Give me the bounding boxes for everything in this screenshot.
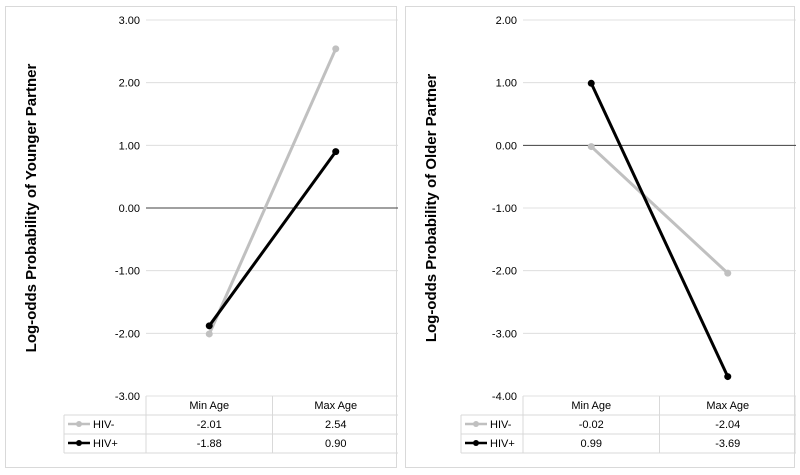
table-value-cell: 2.54: [325, 419, 346, 431]
data-point-hiv-positive: [724, 373, 732, 381]
series-line-hiv-positive: [589, 82, 730, 378]
y-tick-label: 3.00: [119, 15, 140, 27]
data-point-hiv-negative: [724, 269, 732, 277]
legend-label: HIV+: [93, 438, 118, 450]
data-point-hiv-positive: [587, 79, 595, 87]
data-point-hiv-positive: [332, 148, 340, 156]
y-tick-label: 0.00: [119, 203, 140, 215]
table-header-cell: Min Age: [189, 400, 229, 412]
y-axis-title: Log-odds Probability of Younger Partner: [23, 64, 40, 353]
chart-younger-partner: Log-odds Probability of Younger Partner 3…: [23, 15, 398, 454]
y-tick-label: -2.00: [115, 328, 140, 340]
y-tick-label: 1.00: [119, 140, 140, 152]
y-tick-label: 0.00: [496, 140, 517, 152]
y-tick-label: 2.00: [119, 78, 140, 90]
table-value-cell: -0.02: [579, 419, 604, 431]
table-value-cell: -3.69: [715, 438, 740, 450]
chart-older-partner: Log-odds Probability of Older Partner 2.0…: [423, 15, 796, 454]
series-line-hiv-positive: [208, 150, 337, 327]
chart-panel-older-partner: Log-odds Probability of Older Partner 2.0…: [405, 6, 796, 468]
y-tick-label: 2.00: [496, 15, 517, 27]
legend-marker-icon: [76, 421, 82, 427]
legend-marker-icon: [473, 440, 479, 446]
data-point-hiv-negative: [332, 45, 340, 53]
y-tick-label: 1.00: [496, 78, 517, 90]
y-axis-title: Log-odds Probability of Older Partner: [423, 74, 440, 343]
table-value-cell: -1.88: [197, 438, 222, 450]
y-tick-label: -1.00: [492, 203, 517, 215]
legend-marker-icon: [76, 440, 82, 446]
table-header-cell: Min Age: [571, 400, 611, 412]
legend-label: HIV-: [93, 419, 115, 431]
y-tick-label: -1.00: [115, 266, 140, 278]
y-tick-label: -4.00: [492, 391, 517, 403]
y-tick-label: -2.00: [492, 266, 517, 278]
y-tick-label: -3.00: [492, 328, 517, 340]
table-header-cell: Max Age: [706, 400, 749, 412]
table-value-cell: -2.04: [715, 419, 740, 431]
table-value-cell: 0.99: [581, 438, 602, 450]
y-tick-label: -3.00: [115, 391, 140, 403]
legend-label: HIV+: [490, 438, 515, 450]
data-point-hiv-negative: [587, 143, 595, 151]
legend-marker-icon: [473, 421, 479, 427]
legend-label: HIV-: [490, 419, 512, 431]
table-header-cell: Max Age: [314, 400, 357, 412]
chart-panel-younger-partner: Log-odds Probability of Younger Partner 3…: [5, 6, 398, 468]
series-line-hiv-negative: [207, 48, 338, 335]
series-line-hiv-negative: [590, 145, 729, 275]
table-value-cell: 0.90: [325, 438, 346, 450]
table-value-cell: -2.01: [197, 419, 222, 431]
data-point-hiv-positive: [205, 322, 213, 330]
data-point-hiv-negative: [205, 330, 213, 338]
